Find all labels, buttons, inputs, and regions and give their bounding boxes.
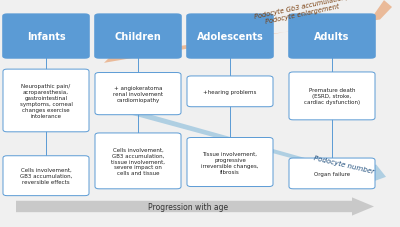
Text: Podocyte Gb3 accumulation,
Podocyte enlargement: Podocyte Gb3 accumulation, Podocyte enla…: [254, 0, 350, 27]
Text: Progression with age: Progression with age: [148, 202, 228, 212]
FancyBboxPatch shape: [3, 70, 89, 132]
Text: Infants: Infants: [27, 32, 65, 42]
FancyBboxPatch shape: [2, 14, 90, 59]
Polygon shape: [16, 197, 374, 216]
Text: Neuropathic pain/
acroparesthesia,
gastrointestinal
symptoms, corneal
changes ex: Neuropathic pain/ acroparesthesia, gastr…: [20, 84, 72, 118]
Polygon shape: [96, 100, 386, 185]
FancyBboxPatch shape: [94, 14, 182, 59]
Text: + angiokeratoma
renal involvement
cardiomiopathy: + angiokeratoma renal involvement cardio…: [113, 86, 163, 103]
Text: Podocyte number: Podocyte number: [313, 155, 375, 175]
FancyBboxPatch shape: [289, 158, 375, 189]
Polygon shape: [104, 1, 392, 64]
Text: +hearing problems: +hearing problems: [203, 89, 257, 94]
FancyBboxPatch shape: [186, 14, 274, 59]
FancyBboxPatch shape: [289, 73, 375, 120]
FancyBboxPatch shape: [95, 133, 181, 189]
Text: Organ failure: Organ failure: [314, 171, 350, 176]
FancyBboxPatch shape: [288, 14, 376, 59]
Text: Tissue involvement,
progressive
irreversible changes,
fibrosis: Tissue involvement, progressive irrevers…: [201, 151, 259, 174]
FancyBboxPatch shape: [95, 73, 181, 115]
Text: Cells involvement,
GB3 accumulation,
reversible effects: Cells involvement, GB3 accumulation, rev…: [20, 168, 72, 184]
FancyBboxPatch shape: [187, 77, 273, 107]
FancyBboxPatch shape: [187, 138, 273, 187]
Text: Cells involvement,
GB3 accumulation,
tissue involvement,
severe impact on
cells : Cells involvement, GB3 accumulation, tis…: [111, 147, 165, 176]
Text: Adults: Adults: [314, 32, 350, 42]
Text: Adolescents: Adolescents: [197, 32, 263, 42]
FancyBboxPatch shape: [3, 156, 89, 196]
Text: Premature death
(ESRD, stroke,
cardiac dysfunction): Premature death (ESRD, stroke, cardiac d…: [304, 88, 360, 105]
Text: Children: Children: [115, 32, 161, 42]
